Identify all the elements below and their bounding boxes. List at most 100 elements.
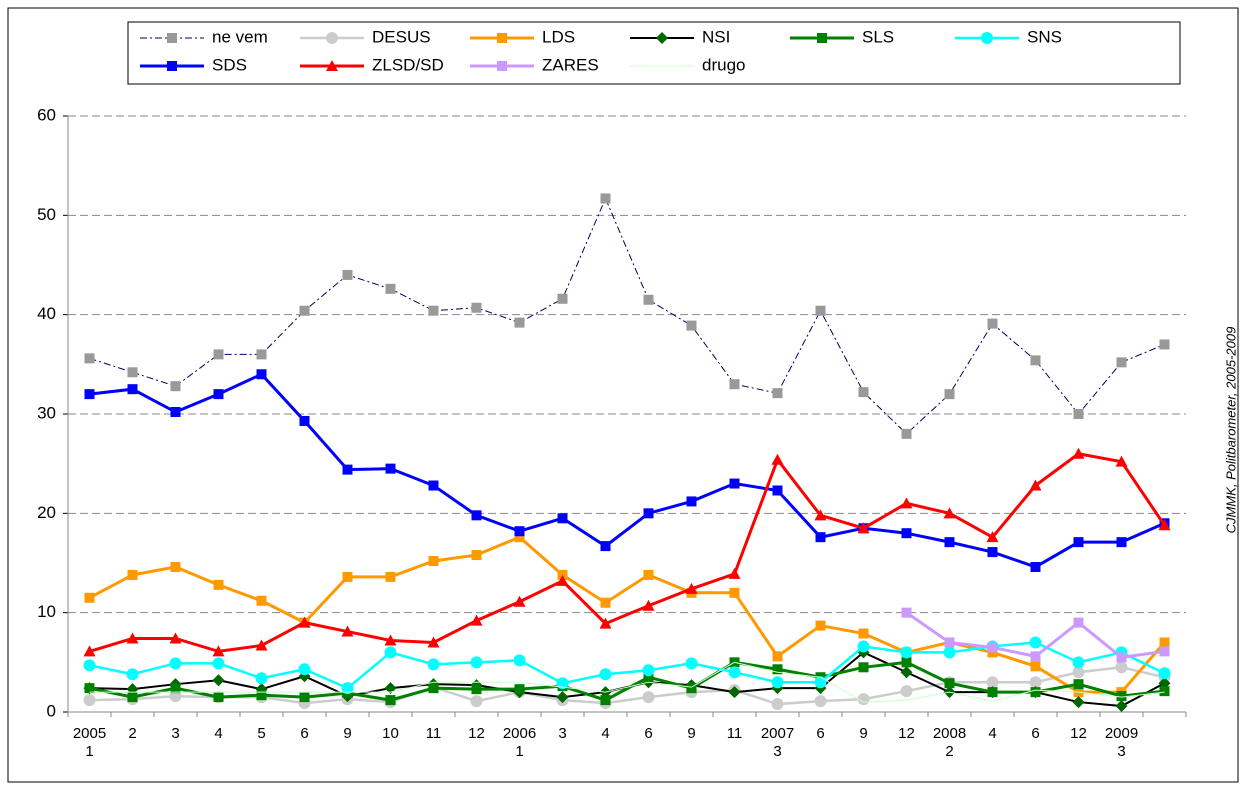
source-note: CJMMK, Politbarometer, 2005-2009 [1223, 327, 1238, 534]
marker [643, 569, 654, 580]
marker [987, 547, 998, 558]
marker [686, 496, 697, 507]
y-tick-label: 40 [37, 304, 56, 323]
marker [1073, 617, 1084, 628]
marker [814, 676, 827, 689]
marker [943, 507, 956, 519]
marker [127, 367, 138, 378]
marker [514, 684, 525, 695]
marker [987, 642, 998, 653]
marker [341, 625, 354, 637]
legend-label: SNS [1027, 27, 1062, 46]
legend-label: drugo [702, 55, 745, 74]
marker [513, 654, 526, 667]
marker [729, 379, 740, 390]
marker [728, 666, 741, 679]
marker [944, 678, 955, 689]
marker [256, 369, 267, 380]
x-tick-label: 1 [515, 743, 523, 760]
x-tick-label: 6 [816, 725, 824, 742]
marker [212, 657, 225, 670]
marker [1072, 666, 1085, 679]
x-tick-label: 11 [426, 725, 442, 742]
marker [1072, 447, 1085, 459]
marker [685, 657, 698, 670]
marker [299, 305, 310, 316]
marker [556, 691, 569, 704]
marker [514, 317, 525, 328]
marker [814, 509, 827, 521]
marker [255, 639, 268, 651]
marker [470, 695, 483, 708]
marker [857, 522, 870, 534]
marker [127, 569, 138, 580]
marker [1159, 646, 1170, 657]
x-tick-label: 3 [773, 743, 781, 760]
x-tick-label: 12 [898, 725, 915, 742]
marker [83, 694, 96, 707]
marker [900, 646, 913, 659]
x-tick-label: 3 [171, 725, 179, 742]
marker [900, 685, 913, 698]
marker [642, 664, 655, 677]
marker [255, 672, 268, 685]
marker [987, 687, 998, 698]
legend-label: ne vem [212, 27, 268, 46]
marker [858, 628, 869, 639]
marker [557, 513, 568, 524]
series-line [89, 661, 1165, 703]
marker [471, 684, 482, 695]
marker [1029, 676, 1042, 689]
marker [342, 269, 353, 280]
marker [857, 640, 870, 653]
marker [1030, 687, 1041, 698]
marker [385, 283, 396, 294]
marker [600, 193, 611, 204]
marker [643, 672, 654, 683]
marker [1030, 661, 1041, 672]
x-tick-label: 4 [601, 725, 609, 742]
marker [772, 388, 783, 399]
marker [987, 318, 998, 329]
marker [1029, 636, 1042, 649]
x-tick-label: 2005 [73, 725, 106, 742]
x-tick-label: 9 [687, 725, 695, 742]
x-tick-label: 6 [644, 725, 652, 742]
marker [213, 349, 224, 360]
marker [1159, 637, 1170, 648]
marker [126, 632, 139, 644]
marker [471, 302, 482, 313]
marker [299, 415, 310, 426]
y-tick-label: 60 [37, 105, 56, 124]
x-tick-label: 11 [727, 725, 743, 742]
marker [427, 636, 440, 648]
marker [342, 464, 353, 475]
marker [169, 657, 182, 670]
x-tick-label: 6 [300, 725, 308, 742]
marker [514, 532, 525, 543]
marker [170, 381, 181, 392]
marker [514, 526, 525, 537]
x-tick-label: 2 [128, 725, 136, 742]
marker [1116, 691, 1127, 702]
marker [385, 695, 396, 706]
marker [643, 508, 654, 519]
marker [256, 595, 267, 606]
marker [1158, 519, 1171, 531]
marker [817, 33, 827, 43]
marker [772, 664, 783, 675]
marker [213, 389, 224, 400]
series-line [89, 666, 1165, 706]
marker [728, 686, 741, 699]
marker [385, 571, 396, 582]
marker [170, 561, 181, 572]
marker [981, 32, 993, 44]
marker [1116, 357, 1127, 368]
marker [772, 485, 783, 496]
marker [686, 320, 697, 331]
x-tick-label: 3 [558, 725, 566, 742]
marker [428, 305, 439, 316]
marker [1115, 661, 1128, 674]
marker [170, 407, 181, 418]
